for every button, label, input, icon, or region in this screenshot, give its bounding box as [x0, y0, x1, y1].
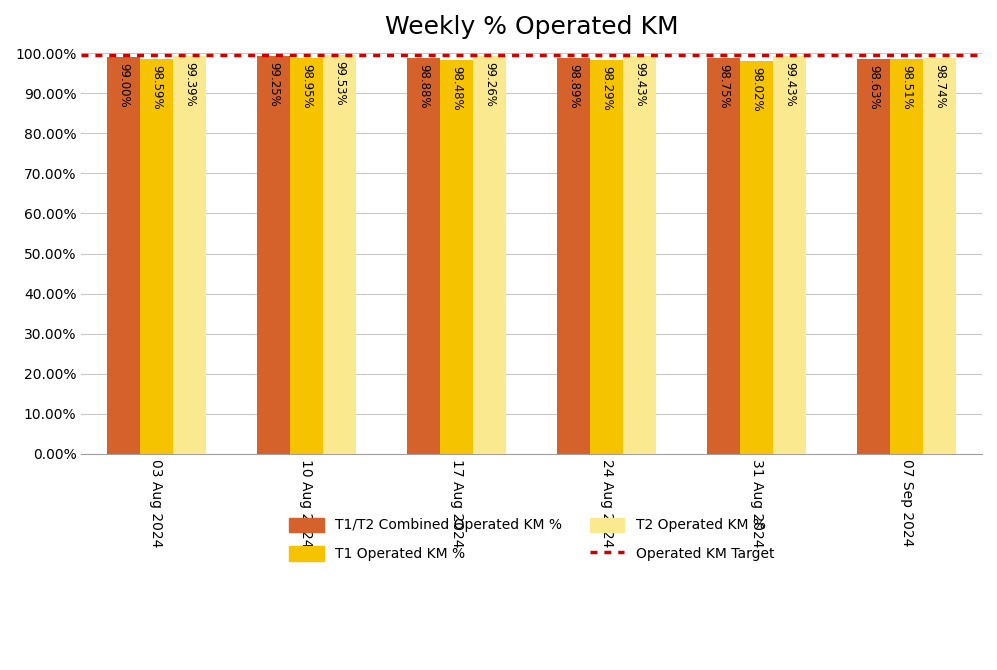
Text: 98.63%: 98.63% — [867, 65, 880, 110]
Bar — [172, 56, 205, 454]
Text: 99.26%: 99.26% — [484, 62, 497, 107]
Bar — [440, 60, 473, 454]
Bar — [290, 58, 323, 454]
Text: 99.53%: 99.53% — [333, 62, 346, 106]
Bar — [923, 58, 956, 454]
Legend: T1/T2 Combined Operated KM %, T1 Operated KM %, T2 Operated KM %, Operated KM Ta: T1/T2 Combined Operated KM %, T1 Operate… — [283, 512, 780, 567]
Text: 98.89%: 98.89% — [567, 64, 580, 109]
Bar — [473, 56, 506, 454]
Text: 98.95%: 98.95% — [300, 64, 313, 109]
Text: 98.88%: 98.88% — [417, 64, 430, 109]
Bar — [741, 62, 774, 454]
Bar — [857, 59, 890, 454]
Bar — [557, 58, 590, 454]
Text: 98.48%: 98.48% — [450, 66, 463, 110]
Text: 99.25%: 99.25% — [267, 62, 280, 107]
Bar — [623, 56, 656, 454]
Text: 98.75%: 98.75% — [717, 64, 730, 109]
Text: 98.59%: 98.59% — [150, 65, 163, 110]
Text: 99.43%: 99.43% — [784, 62, 797, 107]
Bar — [774, 56, 807, 454]
Bar — [407, 58, 440, 454]
Text: 98.51%: 98.51% — [900, 66, 913, 110]
Bar — [107, 58, 140, 454]
Bar — [140, 59, 172, 454]
Text: 98.02%: 98.02% — [751, 68, 764, 112]
Text: 98.29%: 98.29% — [600, 66, 613, 111]
Bar — [257, 56, 290, 454]
Title: Weekly % Operated KM: Weekly % Operated KM — [385, 15, 678, 39]
Bar — [590, 60, 623, 454]
Text: 98.74%: 98.74% — [933, 64, 946, 109]
Bar — [323, 56, 356, 454]
Text: 99.39%: 99.39% — [182, 62, 195, 107]
Text: 99.43%: 99.43% — [633, 62, 646, 107]
Text: 99.00%: 99.00% — [117, 64, 130, 108]
Bar — [890, 60, 923, 454]
Bar — [707, 58, 741, 454]
